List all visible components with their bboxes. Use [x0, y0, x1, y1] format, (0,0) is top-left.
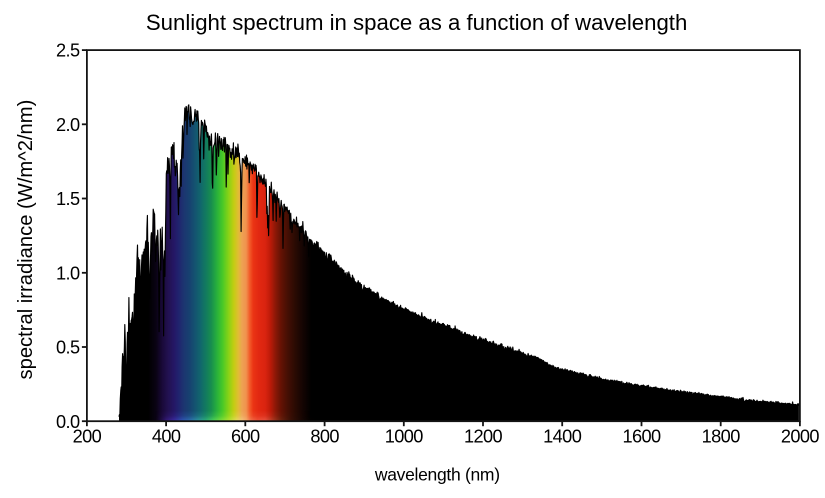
svg-text:2.5: 2.5: [56, 41, 80, 61]
svg-text:2000: 2000: [781, 426, 820, 446]
svg-text:200: 200: [73, 426, 102, 446]
svg-text:600: 600: [231, 426, 260, 446]
svg-text:1.0: 1.0: [56, 263, 80, 283]
svg-text:1.5: 1.5: [56, 189, 80, 209]
svg-text:spectral irradiance (W/m^2/nm): spectral irradiance (W/m^2/nm): [15, 100, 37, 380]
svg-text:0.0: 0.0: [56, 412, 80, 432]
svg-text:1000: 1000: [385, 426, 424, 446]
svg-text:1600: 1600: [622, 426, 661, 446]
svg-text:wavelength (nm): wavelength (nm): [374, 465, 500, 485]
svg-text:1800: 1800: [702, 426, 741, 446]
svg-text:400: 400: [152, 426, 181, 446]
svg-text:1200: 1200: [464, 426, 503, 446]
svg-text:1400: 1400: [543, 426, 582, 446]
svg-text:2.0: 2.0: [56, 115, 80, 135]
svg-text:0.5: 0.5: [56, 338, 80, 358]
svg-text:Sunlight spectrum in space as: Sunlight spectrum in space as a function…: [146, 10, 687, 35]
svg-text:800: 800: [310, 426, 339, 446]
